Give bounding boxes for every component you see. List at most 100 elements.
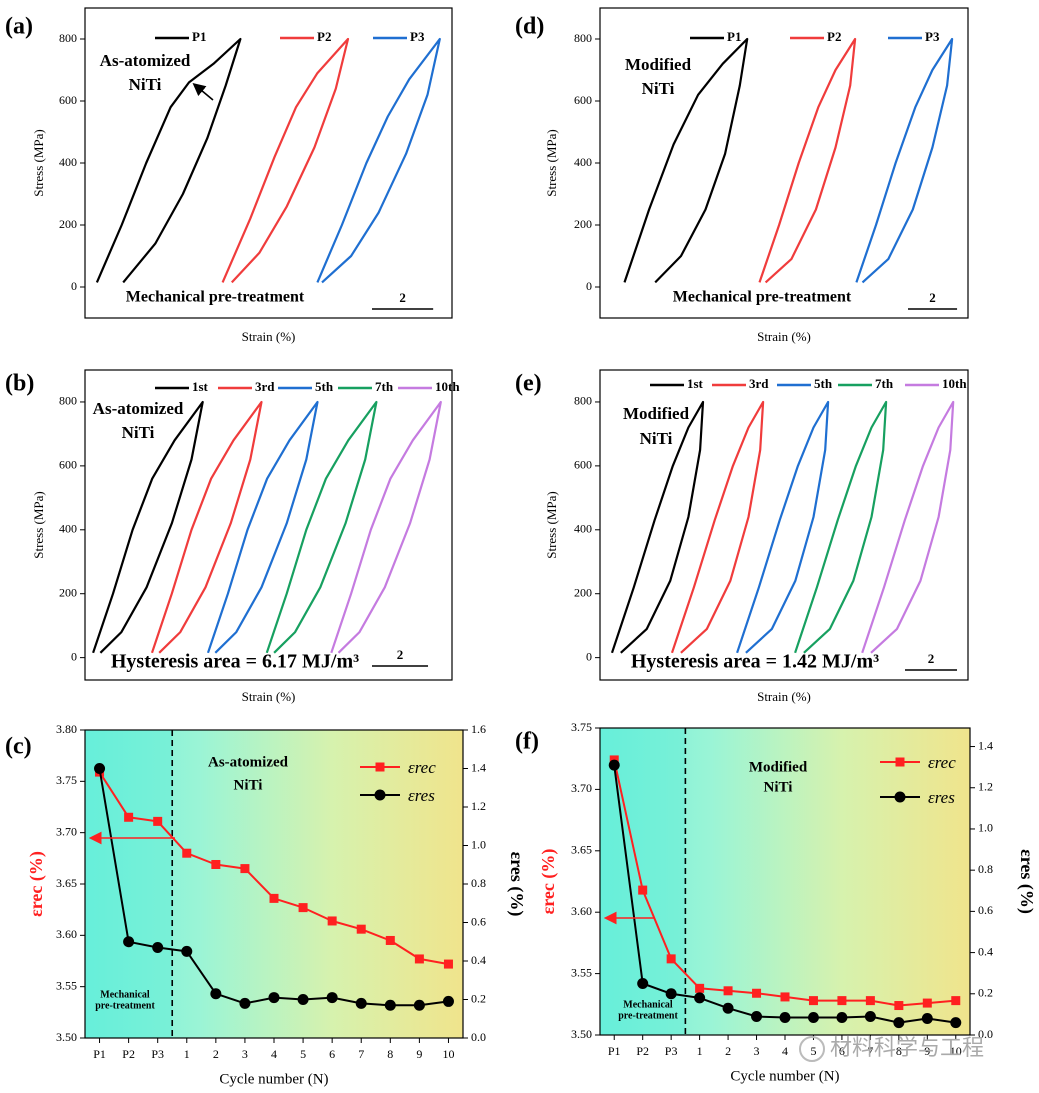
panel-label: (c) [5, 734, 32, 760]
y-tick-label: 400 [574, 522, 592, 536]
y-axis-label: Stress (MPa) [31, 491, 46, 559]
y2-tick-label: 0.4 [978, 944, 993, 958]
y-tick-label: 800 [59, 394, 77, 408]
y-axis-label: εrec (%) [538, 849, 559, 915]
annotation: Mechanical [623, 999, 673, 1010]
y-tick-label: 3.50 [56, 1030, 77, 1044]
scale-bar-label: 2 [397, 647, 404, 662]
legend-label: P1 [727, 29, 741, 44]
y-tick-label: 0 [586, 279, 592, 293]
hysteresis-loop [265, 400, 378, 654]
y2-tick-label: 0.0 [978, 1027, 993, 1041]
legend-label: εres [928, 788, 955, 807]
hysteresis-loop [623, 37, 749, 284]
hysteresis-loop [221, 37, 350, 284]
marker [752, 988, 762, 998]
marker [638, 885, 648, 895]
legend-label: 7th [375, 379, 394, 394]
marker [780, 992, 790, 1002]
marker [327, 916, 337, 926]
x-tick-label: 10 [950, 1044, 962, 1058]
marker [666, 954, 676, 964]
y2-tick-label: 1.0 [978, 821, 993, 835]
annotation: As-atomized [93, 399, 184, 418]
scale-bar-label: 2 [928, 651, 935, 666]
panel-label: (d) [515, 14, 544, 40]
hysteresis-loop [861, 400, 955, 654]
legend-label: 10th [435, 379, 460, 394]
marker [413, 999, 425, 1011]
marker [864, 1010, 876, 1022]
x-axis-label: Strain (%) [757, 329, 811, 344]
hysteresis-loop [92, 400, 204, 654]
y2-tick-label: 0.0 [471, 1030, 486, 1044]
legend-label: εrec [408, 758, 436, 777]
hysteresis-loop [670, 400, 765, 654]
marker [665, 988, 677, 1000]
y2-axis-label: εres (%) [1016, 849, 1037, 914]
x-tick-label: 5 [300, 1047, 306, 1061]
x-axis-label: Strain (%) [242, 689, 296, 704]
marker [723, 986, 733, 996]
x-tick-label: 4 [782, 1044, 788, 1058]
legend-label: εres [408, 786, 435, 805]
y2-tick-label: 0.6 [978, 903, 993, 917]
x-tick-label: P1 [608, 1044, 621, 1058]
x-axis-label: Strain (%) [757, 689, 811, 704]
marker [356, 924, 366, 934]
hysteresis-loop [855, 37, 954, 284]
marker [123, 936, 135, 948]
marker [921, 1013, 933, 1025]
legend-marker [894, 791, 906, 803]
annotation: Modified [749, 759, 808, 775]
annotation: Mechanical pre-treatment [673, 289, 852, 306]
marker [239, 997, 251, 1009]
y-axis-label: εrec (%) [26, 851, 47, 917]
marker [894, 1001, 904, 1011]
plot-background [85, 730, 463, 1038]
marker [268, 992, 280, 1004]
marker [865, 996, 875, 1006]
x-tick-label: 1 [184, 1047, 190, 1061]
x-tick-label: P3 [151, 1047, 164, 1061]
y-tick-label: 600 [574, 93, 592, 107]
x-tick-label: 5 [810, 1044, 816, 1058]
marker [836, 1011, 848, 1023]
hysteresis-loop [610, 400, 705, 654]
watermark: 材料科学与工程 [830, 1035, 984, 1060]
hysteresis-loop [95, 37, 242, 284]
plot-frame [84, 369, 453, 681]
marker [779, 1011, 791, 1023]
y-tick-label: 0 [71, 649, 77, 663]
x-axis-label: Strain (%) [242, 329, 296, 344]
scale-bar-label: 2 [929, 290, 936, 305]
y-axis-label: Stress (MPa) [544, 129, 559, 197]
y-tick-label: 200 [574, 217, 592, 231]
legend-marker [895, 757, 905, 767]
annotation: NiTi [129, 75, 162, 94]
y-tick-label: 3.75 [56, 773, 77, 787]
x-tick-label: 6 [329, 1047, 335, 1061]
y2-tick-label: 1.4 [471, 760, 486, 774]
legend-label: P3 [925, 29, 940, 44]
panel: (d) 0 200 400 600 800 Stress (MPa) Strain (%) P1… [515, 7, 969, 344]
y-tick-label: 600 [574, 458, 592, 472]
marker [384, 999, 396, 1011]
annotation: Mechanical pre-treatment [126, 289, 305, 306]
marker [355, 997, 367, 1009]
legend-label: εrec [928, 753, 956, 772]
legend-label: 5th [315, 379, 334, 394]
watermark-icon [799, 1036, 825, 1062]
panel-label: (f) [515, 729, 539, 755]
y-tick-label: 3.60 [571, 904, 592, 918]
y-tick-label: 3.55 [56, 978, 77, 992]
marker [269, 893, 279, 903]
legend-label: 3rd [749, 376, 769, 391]
panel-label: (e) [515, 371, 542, 397]
legend-label: P2 [827, 29, 841, 44]
panel: (a) 0 200 400 600 800 Stress (MPa) Strain (%) P1… [5, 7, 453, 344]
hysteresis-loop [736, 400, 830, 654]
y2-tick-label: 0.8 [978, 862, 993, 876]
hysteresis-loop [794, 400, 888, 654]
y-tick-label: 3.75 [571, 720, 592, 734]
